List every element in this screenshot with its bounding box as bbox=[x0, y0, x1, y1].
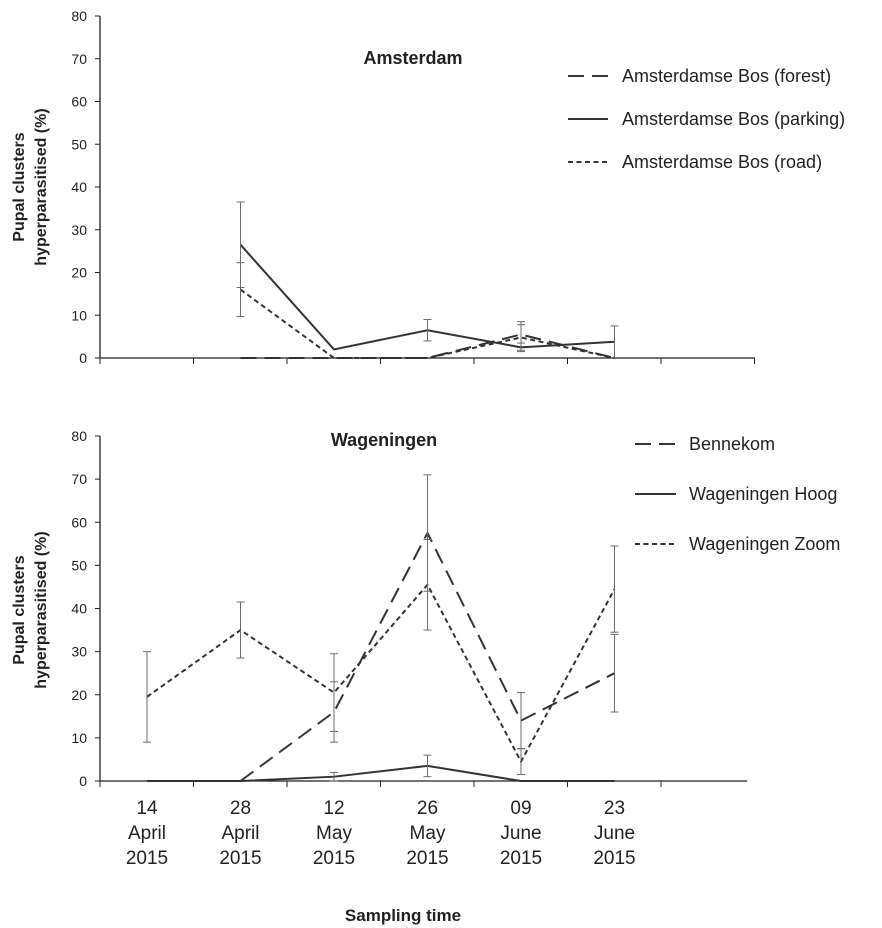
amsterdam-legend-label-2: Amsterdamse Bos (parking) bbox=[622, 109, 845, 129]
wageningen-x-tick-label: 2015 bbox=[126, 848, 168, 869]
amsterdam-series-1-line bbox=[240, 333, 615, 359]
wageningen-x-tick-label: 2015 bbox=[313, 848, 355, 869]
amsterdam-legend-label-1: Amsterdamse Bos (forest) bbox=[622, 66, 831, 86]
amsterdam-y-tick-label: 70 bbox=[71, 51, 87, 67]
wageningen-x-tick-label: May bbox=[410, 823, 446, 844]
wageningen-x-tick-label: 2015 bbox=[500, 848, 542, 869]
wageningen-x-tick-label: April bbox=[128, 823, 166, 844]
wageningen-y-tick-label: 10 bbox=[71, 730, 87, 746]
amsterdam-y-tick-label: 0 bbox=[79, 350, 87, 366]
wageningen-legend-label-3: Wageningen Zoom bbox=[689, 534, 840, 554]
wageningen-x-tick-label: June bbox=[500, 823, 541, 844]
amsterdam-y-label-line-2: hyperparasitised (%) bbox=[33, 108, 50, 265]
amsterdam-legend-label-3: Amsterdamse Bos (road) bbox=[622, 152, 822, 172]
wageningen-x-tick-label: 2015 bbox=[406, 848, 448, 869]
panel-amsterdam: 0 10 20 30 40 50 60 70 80 Amsterdamse Bos (forest… bbox=[11, 8, 845, 366]
wageningen-plot: 0 10 20 30 40 50 60 70 80 14 April 2015 28 April 2015 1… bbox=[71, 428, 840, 869]
wageningen-y-tick-label: 70 bbox=[71, 471, 87, 487]
wageningen-y-tick-label: 30 bbox=[71, 644, 87, 660]
amsterdam-plot: 0 10 20 30 40 50 60 70 80 Amsterdamse Bos (forest… bbox=[71, 8, 845, 366]
wageningen-y-label-line-1: Pupal clusters bbox=[11, 555, 28, 664]
amsterdam-y-label-line-1: Pupal clusters bbox=[11, 132, 28, 241]
wageningen-y-tick-label: 50 bbox=[71, 557, 87, 573]
wageningen-x-tick-label: May bbox=[316, 823, 352, 844]
wageningen-y-tick-label: 40 bbox=[71, 601, 87, 617]
amsterdam-y-tick-label: 50 bbox=[71, 136, 87, 152]
amsterdam-series-3-line bbox=[239, 288, 615, 359]
amsterdam-y-tick-label: 20 bbox=[71, 265, 87, 281]
wageningen-x-tick-label: April bbox=[221, 823, 259, 844]
amsterdam-y-tick-label: 40 bbox=[71, 179, 87, 195]
wageningen-x-tick-label: 09 bbox=[510, 798, 531, 819]
wageningen-y-label-line-2: hyperparasitised (%) bbox=[33, 531, 50, 688]
wageningen-x-tick-label: 28 bbox=[230, 798, 251, 819]
wageningen-title: Wageningen bbox=[331, 430, 437, 450]
wageningen-x-tick-label: 2015 bbox=[593, 848, 635, 869]
wageningen-x-tick-label: 23 bbox=[604, 798, 625, 819]
wageningen-x-tick-label: 2015 bbox=[219, 848, 261, 869]
amsterdam-title: Amsterdam bbox=[363, 48, 462, 68]
wageningen-y-tick-label: 80 bbox=[71, 428, 87, 444]
x-axis-label: Sampling time bbox=[345, 906, 461, 925]
amsterdam-y-tick-label: 60 bbox=[71, 94, 87, 110]
wageningen-x-tick-label: 14 bbox=[136, 798, 158, 819]
wageningen-y-tick-label: 20 bbox=[71, 687, 87, 703]
amsterdam-y-tick-label: 80 bbox=[71, 8, 87, 24]
wageningen-x-tick-label: June bbox=[594, 823, 635, 844]
wageningen-series-2-line bbox=[147, 764, 615, 782]
wageningen-x-tick-label: 26 bbox=[417, 798, 438, 819]
wageningen-series-3-line bbox=[146, 583, 616, 764]
wageningen-legend-label-2: Wageningen Hoog bbox=[689, 484, 837, 504]
wageningen-y-tick-label: 0 bbox=[79, 773, 87, 789]
wageningen-y-tick-label: 60 bbox=[71, 514, 87, 530]
wageningen-legend-label-1: Bennekom bbox=[689, 434, 775, 454]
amsterdam-y-tick-label: 10 bbox=[71, 307, 87, 323]
panel-wageningen: 0 10 20 30 40 50 60 70 80 14 April 2015 28 April 2015 1… bbox=[11, 428, 840, 925]
amsterdam-y-tick-label: 30 bbox=[71, 222, 87, 238]
wageningen-x-tick-label: 12 bbox=[323, 798, 344, 819]
